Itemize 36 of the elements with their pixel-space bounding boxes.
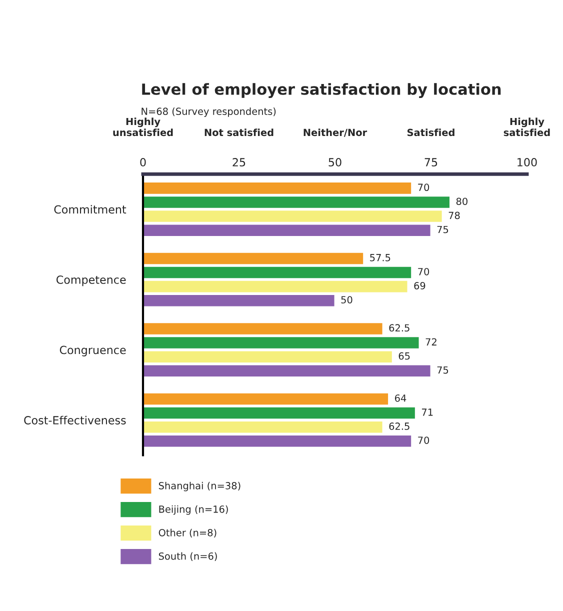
legend-label: South (n=6): [158, 552, 217, 561]
data-label: 75: [437, 226, 448, 234]
chart-title: Level of employer satisfaction by location: [142, 83, 501, 98]
text: Neither/Nor: [304, 128, 368, 137]
x-tick-label: 75: [424, 158, 438, 166]
data-label: 70: [418, 184, 430, 192]
chart-subtitle: N=68 (Survey respondents): [142, 107, 276, 117]
data-label: 75: [437, 366, 448, 374]
y-tick-label: Cost-Effectiveness: [24, 416, 126, 424]
legend-label: Other (n=8): [158, 528, 216, 538]
data-label: 65: [398, 352, 410, 360]
text: Not satisfied: [204, 128, 274, 136]
data-label: 78: [448, 212, 460, 220]
data-label: 64: [394, 394, 406, 402]
data-label: 71: [422, 408, 433, 416]
data-label: 62.5: [389, 422, 410, 430]
x-tick-label: 0: [140, 158, 146, 166]
y-tick-label: Competence: [56, 276, 126, 286]
data-label: 50: [341, 296, 352, 304]
data-label: 80: [456, 198, 468, 206]
data-label: 70: [418, 436, 430, 444]
data-label: 57.5: [370, 254, 390, 262]
data-label: 72: [426, 338, 436, 346]
x-tick-label: 50: [328, 158, 342, 166]
text: Satisfied: [407, 128, 454, 136]
x-tick-label: 25: [232, 158, 246, 166]
legend-label: Shanghai (n=38): [158, 482, 240, 492]
data-label: 69: [414, 282, 426, 290]
text: Highly satisfied: [504, 118, 550, 136]
y-tick-label: Congruence: [60, 346, 126, 356]
data-label: 70: [418, 268, 430, 276]
legend-label: Beijing (n=16): [159, 505, 228, 515]
data-label: 62.5: [389, 324, 410, 332]
x-tick-label: 100: [518, 158, 537, 166]
y-tick-label: Commitment: [54, 205, 126, 214]
text: Highly unsatisfied: [113, 118, 173, 136]
